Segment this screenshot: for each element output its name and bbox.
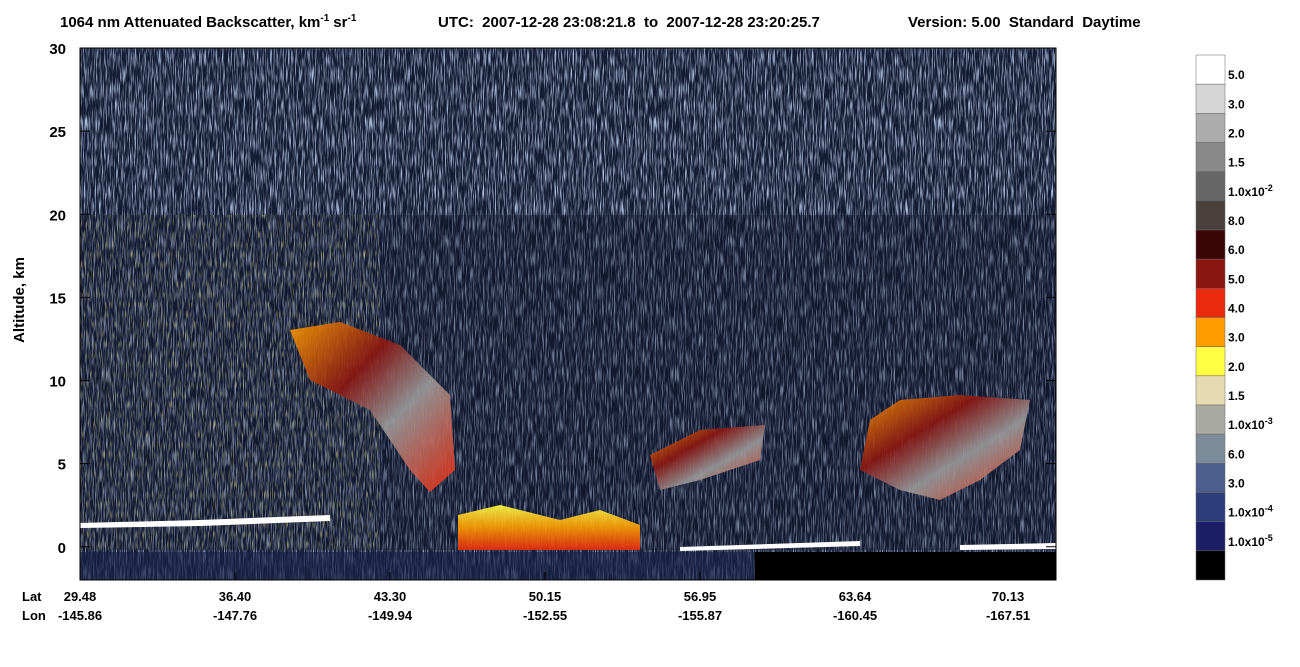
lon-label: -147.76 <box>213 608 257 623</box>
colorbar-label: 5.0 <box>1228 272 1245 286</box>
colorbar-label: 5.0 <box>1228 68 1245 82</box>
colorbar-label: 6.0 <box>1228 243 1245 257</box>
colorbar-label-text: 1.0x10 <box>1228 535 1265 549</box>
colorbar-swatch <box>1195 288 1226 318</box>
y-tick-label: 30 <box>49 41 66 58</box>
version: Version: 5.00 Standard Daytime <box>908 14 1141 31</box>
colorbar-label-text: 3.0 <box>1228 331 1245 345</box>
colorbar-label-exponent: -3 <box>1265 416 1273 426</box>
colorbar-swatch <box>1195 346 1226 377</box>
lat-label: 63.64 <box>839 589 872 604</box>
colorbar-swatch <box>1195 54 1226 85</box>
lon-label: -155.87 <box>678 608 722 623</box>
colorbar-swatch <box>1195 492 1226 522</box>
colorbar-label-text: 8.0 <box>1228 214 1245 228</box>
colorbar-label-text: 1.0x10 <box>1228 506 1265 520</box>
colorbar-label-exponent: -2 <box>1265 183 1273 193</box>
y-axis-label: Altitude, km <box>11 257 28 343</box>
colorbar-swatch <box>1195 375 1226 406</box>
colorbar-swatch <box>1195 258 1226 289</box>
colorbar-label-text: 6.0 <box>1228 243 1245 257</box>
colorbar-label: 8.0 <box>1228 214 1245 228</box>
colorbar-label: 3.0 <box>1228 97 1245 111</box>
colorbar-swatch <box>1195 200 1226 231</box>
colorbar-label-text: 6.0 <box>1228 447 1245 461</box>
colorbar-swatch <box>1195 113 1226 143</box>
colorbar-label: 6.0 <box>1228 447 1245 461</box>
chart-title: 1064 nm Attenuated Backscatter, km-1 sr-1 <box>60 13 357 31</box>
lon-label: -145.86 <box>58 608 102 623</box>
y-tick-label: 15 <box>49 290 66 307</box>
colorbar-label: 1.0x10-4 <box>1228 504 1273 520</box>
y-tick-label: 0 <box>58 540 66 557</box>
colorbar-swatch <box>1195 83 1226 114</box>
colorbar-label-exponent: -5 <box>1265 533 1273 543</box>
colorbar-label: 2.0 <box>1228 360 1245 374</box>
colorbar-label: 1.0x10-2 <box>1228 183 1273 199</box>
colorbar-swatch <box>1195 404 1226 435</box>
plot-background <box>80 48 1056 580</box>
colorbar-label-text: 1.5 <box>1228 389 1245 403</box>
colorbar-label-text: 1.0x10 <box>1228 418 1265 432</box>
colorbar-swatch <box>1195 463 1226 493</box>
colorbar-swatch <box>1195 171 1226 202</box>
colorbar-label-text: 3.0 <box>1228 97 1245 111</box>
colorbar-label: 4.0 <box>1228 302 1245 316</box>
colorbar-swatch <box>1195 142 1226 172</box>
y-tick-label: 10 <box>49 374 66 391</box>
lon-label: -152.55 <box>523 608 567 623</box>
colorbar-swatch <box>1195 433 1226 464</box>
lon-label: -149.94 <box>368 608 413 623</box>
colorbar-swatch <box>1195 521 1226 552</box>
colorbar-label-text: 4.0 <box>1228 302 1245 316</box>
colorbar-label: 1.5 <box>1228 389 1245 403</box>
lat-label: 70.13 <box>992 589 1025 604</box>
lon-label: -167.51 <box>986 608 1030 623</box>
colorbar-swatch <box>1195 229 1226 260</box>
colorbar-label: 3.0 <box>1228 331 1245 345</box>
lat-label: 56.95 <box>684 589 717 604</box>
colorbar-label-text: 5.0 <box>1228 68 1245 82</box>
colorbar-swatch <box>1195 550 1226 581</box>
y-tick-label: 5 <box>58 457 66 474</box>
x-row-label: Lon <box>22 608 46 623</box>
colorbar-label: 2.0 <box>1228 127 1245 141</box>
colorbar-label-text: 1.5 <box>1228 156 1245 170</box>
utc-range: UTC: 2007-12-28 23:08:21.8 to 2007-12-28… <box>438 14 820 31</box>
lat-label: 29.48 <box>64 589 97 604</box>
y-tick-label: 20 <box>49 207 66 224</box>
y-tick-label: 25 <box>49 124 66 141</box>
colorbar-label-text: 3.0 <box>1228 477 1245 491</box>
lat-label: 50.15 <box>529 589 562 604</box>
lon-label: -160.45 <box>833 608 877 623</box>
colorbar-label-exponent: -4 <box>1265 504 1273 514</box>
colorbar-label-text: 1.0x10 <box>1228 185 1265 199</box>
colorbar-label: 1.0x10-3 <box>1228 416 1273 432</box>
colorbar-label: 3.0 <box>1228 477 1245 491</box>
lat-label: 36.40 <box>219 589 252 604</box>
colorbar-label-text: 2.0 <box>1228 127 1245 141</box>
colorbar-label: 1.5 <box>1228 156 1245 170</box>
colorbar-label-text: 2.0 <box>1228 360 1245 374</box>
colorbar-label-text: 5.0 <box>1228 272 1245 286</box>
colorbar-label: 1.0x10-5 <box>1228 533 1273 549</box>
x-row-label: Lat <box>22 589 42 604</box>
colorbar-swatch <box>1195 317 1226 347</box>
lat-label: 43.30 <box>374 589 407 604</box>
plot-frame <box>79 47 1057 581</box>
